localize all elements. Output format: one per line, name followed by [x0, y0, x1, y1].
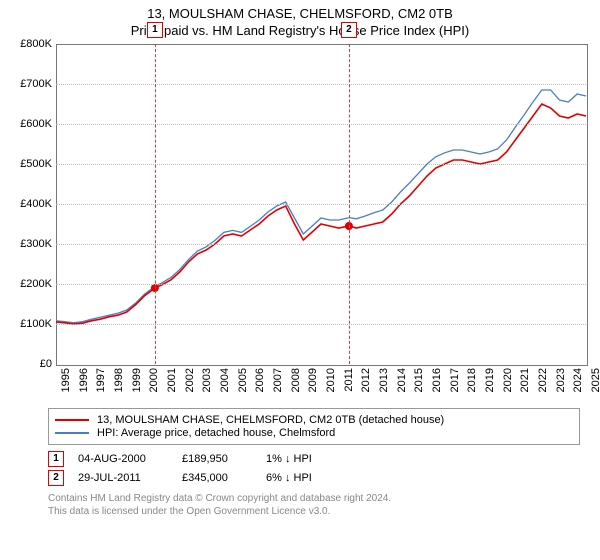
- title-sub: Price paid vs. HM Land Registry's House …: [8, 23, 592, 38]
- x-tick-label: 2008: [290, 368, 302, 392]
- gridline-h: [56, 164, 586, 165]
- y-tick-label: £300K: [8, 238, 52, 250]
- event-price: £189,950: [182, 453, 252, 465]
- x-tick-label: 2018: [466, 368, 478, 392]
- x-tick-label: 2009: [307, 368, 319, 392]
- x-tick-label: 2015: [413, 368, 425, 392]
- legend-row: HPI: Average price, detached house, Chel…: [55, 427, 573, 439]
- series-price_paid: [56, 104, 586, 324]
- x-tick-label: 1997: [95, 368, 107, 392]
- gridline-h: [56, 84, 586, 85]
- event-row: 1 04-AUG-2000 £189,950 1% ↓ HPI: [48, 451, 580, 467]
- y-tick-label: £100K: [8, 318, 52, 330]
- legend-label: HPI: Average price, detached house, Chel…: [97, 427, 335, 439]
- legend: 13, MOULSHAM CHASE, CHELMSFORD, CM2 0TB …: [48, 408, 580, 445]
- x-tick-label: 1998: [113, 368, 125, 392]
- event-date: 29-JUL-2011: [78, 472, 168, 484]
- legend-label: 13, MOULSHAM CHASE, CHELMSFORD, CM2 0TB …: [97, 414, 444, 426]
- legend-row: 13, MOULSHAM CHASE, CHELMSFORD, CM2 0TB …: [55, 414, 573, 426]
- gridline-h: [56, 124, 586, 125]
- event-row: 2 29-JUL-2011 £345,000 6% ↓ HPI: [48, 470, 580, 486]
- gridline-h: [56, 244, 586, 245]
- legend-swatch: [55, 432, 89, 434]
- gridline-h: [56, 204, 586, 205]
- y-tick-label: £700K: [8, 78, 52, 90]
- event-date: 04-AUG-2000: [78, 453, 168, 465]
- footer-line: Contains HM Land Registry data © Crown c…: [48, 492, 580, 505]
- x-tick-label: 2005: [237, 368, 249, 392]
- event-price: £345,000: [182, 472, 252, 484]
- event-delta: 1% ↓ HPI: [266, 453, 356, 465]
- event-delta: 6% ↓ HPI: [266, 472, 356, 484]
- x-tick-label: 2014: [396, 368, 408, 392]
- footer-line: This data is licensed under the Open Gov…: [48, 505, 580, 518]
- event-vline: [155, 44, 156, 364]
- y-tick-label: £800K: [8, 38, 52, 50]
- x-tick-label: 2022: [537, 368, 549, 392]
- x-tick-label: 2000: [148, 368, 160, 392]
- x-tick-label: 2023: [555, 368, 567, 392]
- x-tick-label: 2021: [519, 368, 531, 392]
- title-main: 13, MOULSHAM CHASE, CHELMSFORD, CM2 0TB: [8, 6, 592, 21]
- x-tick-label: 1995: [60, 368, 72, 392]
- y-tick-label: £200K: [8, 278, 52, 290]
- x-tick-label: 2011: [343, 368, 355, 392]
- x-tick-label: 2016: [431, 368, 443, 392]
- x-tick-label: 2019: [484, 368, 496, 392]
- x-tick-label: 2012: [360, 368, 372, 392]
- event-marker: 1: [147, 22, 163, 38]
- event-marker: 2: [341, 22, 357, 38]
- x-tick-label: 2003: [201, 368, 213, 392]
- x-tick-label: 2001: [166, 368, 178, 392]
- event-vline: [349, 44, 350, 364]
- footer: Contains HM Land Registry data © Crown c…: [48, 492, 580, 518]
- x-tick-label: 2020: [502, 368, 514, 392]
- event-marker-small: 2: [48, 470, 64, 486]
- legend-swatch: [55, 419, 89, 421]
- x-tick-label: 2013: [378, 368, 390, 392]
- y-tick-label: £400K: [8, 198, 52, 210]
- x-tick-label: 2006: [254, 368, 266, 392]
- x-tick-label: 2024: [572, 368, 584, 392]
- gridline-h: [56, 284, 586, 285]
- x-tick-label: 2004: [219, 368, 231, 392]
- x-tick-label: 2007: [272, 368, 284, 392]
- gridline-h: [56, 324, 586, 325]
- event-marker-small: 1: [48, 451, 64, 467]
- chart: £0£100K£200K£300K£400K£500K£600K£700K£80…: [8, 44, 592, 404]
- y-tick-label: £600K: [8, 118, 52, 130]
- event-table: 1 04-AUG-2000 £189,950 1% ↓ HPI 2 29-JUL-2011…: [48, 451, 580, 486]
- x-tick-label: 1996: [78, 368, 90, 392]
- y-tick-label: £500K: [8, 158, 52, 170]
- x-tick-label: 1999: [131, 368, 143, 392]
- x-tick-label: 2017: [449, 368, 461, 392]
- x-tick-label: 2025: [590, 368, 600, 392]
- y-tick-label: £0: [8, 358, 52, 370]
- x-tick-label: 2010: [325, 368, 337, 392]
- x-tick-label: 2002: [184, 368, 196, 392]
